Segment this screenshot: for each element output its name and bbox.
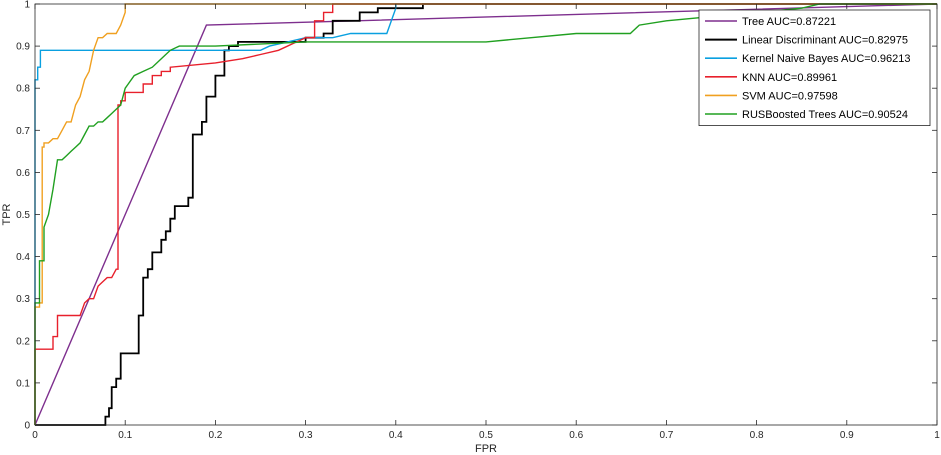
legend-entry-4: KNN AUC=0.89961	[742, 72, 837, 84]
y-tick-label: 0.1	[16, 378, 30, 389]
x-tick-label: 0.5	[479, 430, 493, 441]
y-tick-label: 0.4	[16, 252, 30, 263]
legend: Tree AUC=0.87221 Linear Discriminant AUC=…	[698, 9, 931, 126]
y-tick-label: 0.8	[16, 84, 30, 95]
series-line-1	[34, 3, 938, 426]
x-axis-title: FPR	[475, 443, 497, 455]
x-tick-label: 0.7	[659, 430, 673, 441]
y-tick-label: 0.2	[16, 336, 30, 347]
y-tick-label: 0.9	[16, 42, 30, 53]
x-tick-label: 0.9	[840, 430, 854, 441]
y-tick-label: 0	[24, 421, 30, 432]
series-line-2	[35, 3, 937, 426]
x-tick-label: 1	[934, 430, 940, 441]
x-tick-label: 0.8	[750, 430, 764, 441]
x-tick-label: 0.1	[118, 430, 132, 441]
y-tick-label: 0.5	[16, 210, 30, 221]
series-group	[34, 3, 938, 426]
legend-entry-2: Linear Discriminant AUC=0.82975	[742, 35, 908, 47]
series-line-6	[34, 3, 937, 425]
y-tick-label: 0.3	[16, 294, 30, 305]
series-line-3	[34, 3, 937, 425]
x-tick-label: 0.2	[208, 430, 222, 441]
axes-group: 0 0.1 0.2 0.3 0.4 0.5 0.6 0.7 0.8 0.9 1 0 0.1 0.2 0.3 0…	[16, 0, 940, 441]
y-tick-label: 1	[24, 0, 30, 11]
x-tick-label: 0.3	[299, 430, 313, 441]
legend-entry-1: Tree AUC=0.87221	[742, 16, 836, 28]
series-line-5	[34, 3, 937, 425]
y-axis-title: TPR	[1, 203, 13, 225]
series-line-4	[34, 3, 937, 425]
x-tick-label: 0	[32, 430, 38, 441]
legend-entry-3: Kernel Naive Bayes AUC=0.96213	[742, 53, 910, 65]
legend-box	[698, 9, 931, 126]
y-tick-label: 0.7	[16, 126, 30, 137]
y-tick-label: 0.6	[16, 168, 30, 179]
legend-entry-6: RUSBoosted Trees AUC=0.90524	[742, 109, 908, 121]
x-tick-label: 0.6	[569, 430, 583, 441]
legend-entry-5: SVM AUC=0.97598	[742, 90, 838, 102]
x-tick-label: 0.4	[389, 430, 403, 441]
